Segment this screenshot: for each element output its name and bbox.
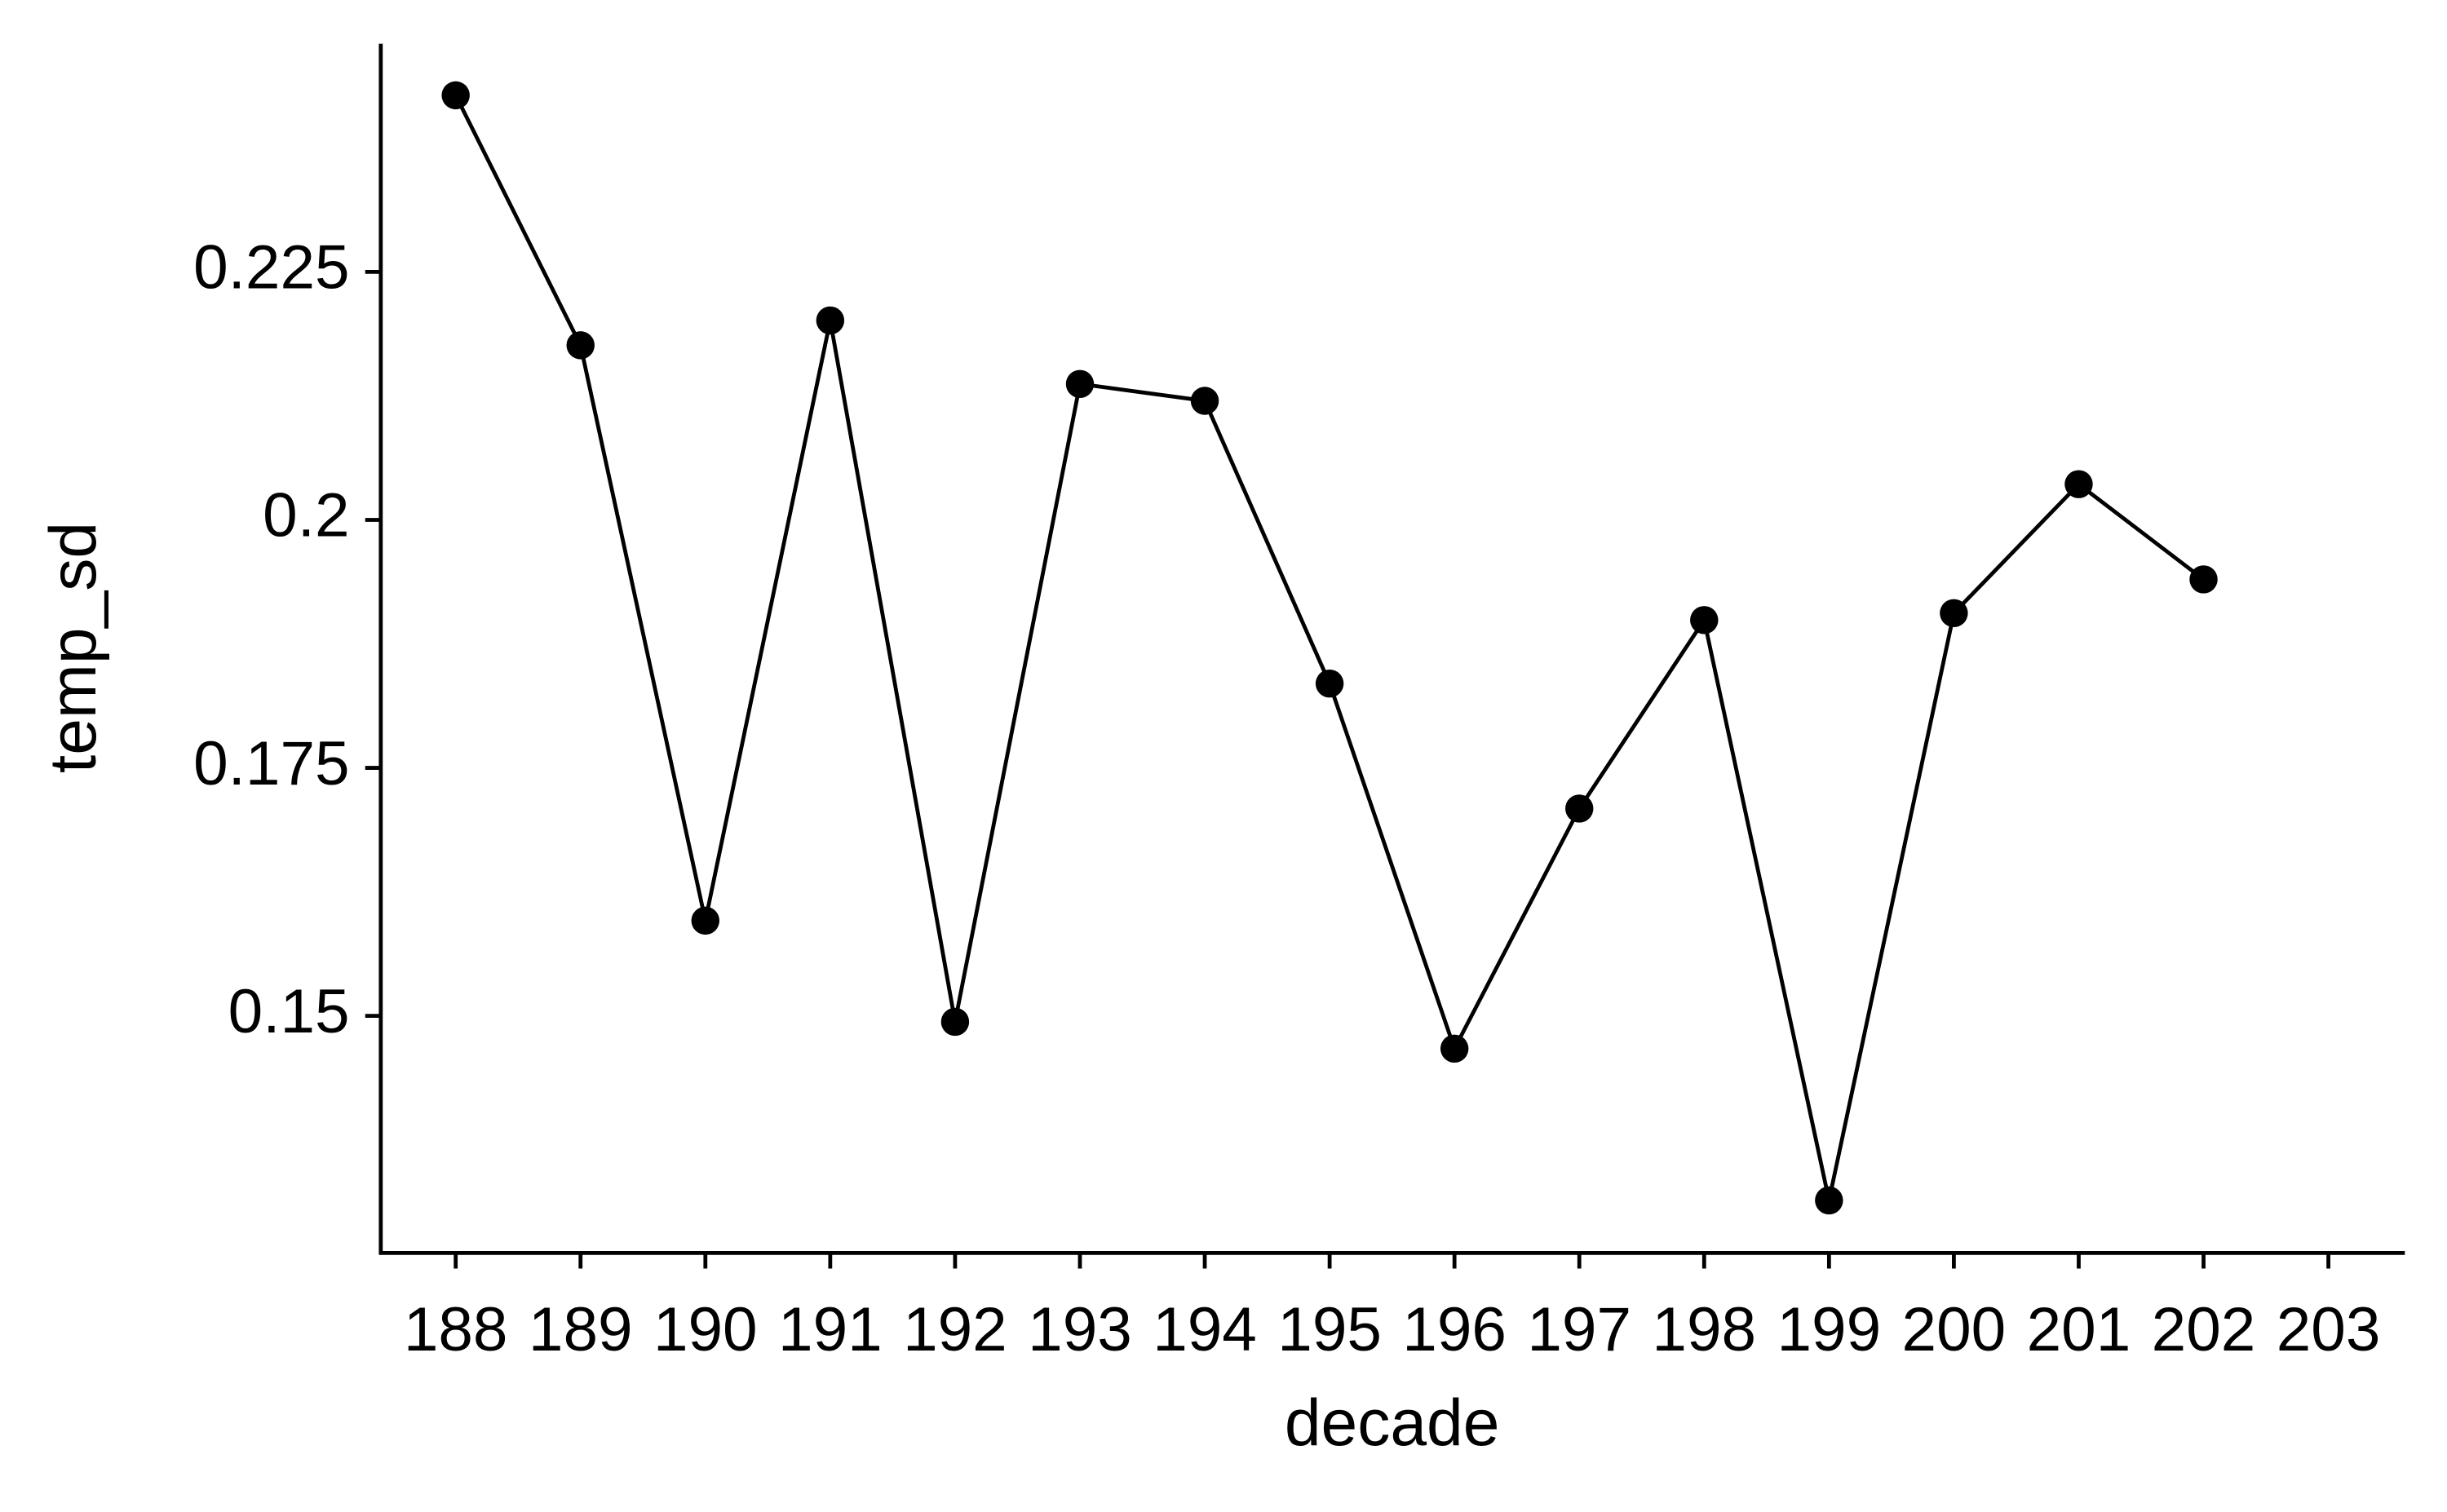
x-tick-label: 197 — [1527, 1295, 1631, 1364]
data-point — [816, 306, 845, 335]
y-tick-label: 0.225 — [193, 233, 349, 303]
x-tick-label: 203 — [2277, 1295, 2381, 1364]
x-tick-label: 202 — [2152, 1295, 2256, 1364]
x-tick-label: 195 — [1277, 1295, 1382, 1364]
data-point — [1440, 1034, 1469, 1063]
x-tick-label: 194 — [1153, 1295, 1257, 1364]
x-tick-label: 198 — [1652, 1295, 1756, 1364]
y-tick-label: 0.2 — [263, 481, 349, 550]
data-point — [1065, 369, 1095, 399]
data-point — [1815, 1186, 1843, 1215]
x-tick-label: 193 — [1028, 1295, 1132, 1364]
data-point — [940, 1007, 970, 1037]
x-axis-title: decade — [1285, 1386, 1500, 1460]
data-line — [454, 94, 2205, 1201]
data-point — [1190, 387, 1219, 415]
data-point — [691, 906, 720, 935]
x-tick-label: 188 — [404, 1295, 508, 1364]
x-tick-label: 201 — [2027, 1295, 2131, 1364]
data-point — [1940, 599, 1968, 628]
data-point — [1690, 606, 1719, 634]
data-point — [566, 331, 595, 360]
data-point — [1565, 794, 1594, 823]
data-point — [2064, 470, 2093, 498]
x-tick-label: 192 — [903, 1295, 1007, 1364]
data-point — [1315, 669, 1344, 698]
y-tick-label: 0.15 — [228, 977, 350, 1046]
x-tick-label: 199 — [1777, 1295, 1882, 1364]
y-axis-title: temp_sd — [37, 522, 110, 773]
x-tick-label: 200 — [1902, 1295, 2007, 1364]
x-tick-label: 189 — [529, 1295, 633, 1364]
x-tick-label: 191 — [778, 1295, 883, 1364]
data-point — [2189, 565, 2218, 594]
y-tick-label: 0.175 — [193, 729, 349, 798]
x-tick-label: 196 — [1402, 1295, 1507, 1364]
data-point — [441, 81, 470, 110]
x-tick-label: 190 — [653, 1295, 758, 1364]
